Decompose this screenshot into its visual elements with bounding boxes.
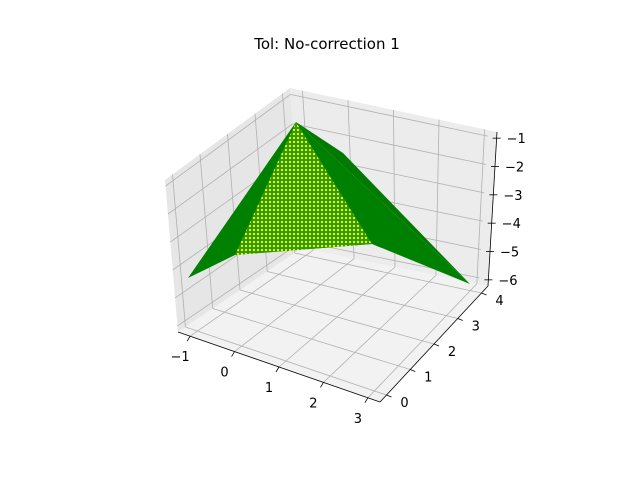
y-tick-label: 0 (400, 396, 408, 411)
z-gridline-left (167, 123, 293, 215)
x-tick-labels: −1 0 1 2 3 (171, 350, 362, 427)
y-gridline-floor (239, 289, 435, 345)
z-tick-label: −1 (507, 132, 526, 147)
floor-pane (178, 248, 488, 402)
x-tick (275, 366, 280, 373)
x-tick (320, 382, 324, 388)
y-gridline-left (172, 174, 186, 327)
surface (188, 122, 470, 284)
z-tick-label: −4 (502, 217, 521, 232)
y-tick (481, 292, 487, 296)
z-tick-label: −2 (505, 160, 524, 175)
y-tick (386, 394, 392, 398)
z-gridline-back (290, 94, 488, 137)
y-gridline-floor (185, 326, 387, 396)
x-tick (231, 351, 235, 357)
x-tick (364, 397, 369, 404)
y-tick (410, 369, 416, 372)
x-tick-label: 0 (220, 366, 228, 381)
gridlines (165, 90, 488, 399)
z-gridline-left (177, 241, 302, 327)
y-tick-label: 1 (424, 371, 432, 386)
y-tick-label: 4 (495, 294, 503, 309)
y-tick-labels: 0 1 2 34 (400, 294, 503, 411)
y-gridline-floor (294, 252, 482, 294)
x-gridline-back (476, 129, 485, 284)
y-tick-label: 3 (472, 319, 480, 334)
z-tick-label: −5 (500, 246, 519, 261)
z-axis-line (487, 131, 498, 287)
z-tick-labels: −1 −2 −3 −4 −5 −6 (498, 132, 525, 289)
y-gridline-left (199, 154, 214, 309)
surface-face-front (235, 122, 372, 255)
x-tick (186, 335, 191, 342)
x-tick-label: −1 (171, 350, 190, 365)
y-gridline-floor (267, 271, 458, 319)
x-tick-label: 1 (265, 381, 273, 396)
z-tick-label: −3 (503, 189, 522, 204)
y-tick (457, 318, 463, 321)
x-tick-label: 3 (354, 412, 362, 427)
z-gridline-left (165, 94, 291, 187)
y-tick-label: 2 (448, 345, 456, 360)
y-gridline-floor (212, 308, 411, 370)
surface-face-top (296, 122, 470, 284)
y-tick (433, 343, 440, 347)
z-gridline-back (292, 123, 487, 165)
z-tick-label: −6 (498, 274, 517, 289)
axes (177, 131, 501, 404)
x-tick-label: 2 (309, 396, 317, 411)
chart-title: Tol: No-correction 1 (253, 35, 400, 53)
